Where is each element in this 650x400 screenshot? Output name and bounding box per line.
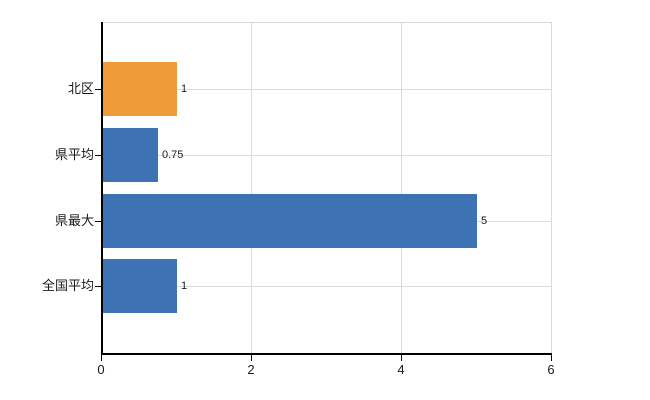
plot-top-border [101,22,552,23]
category-label: 全国平均 [41,278,94,293]
value-label: 0.75 [162,149,184,161]
gridline-vertical [401,22,402,353]
y-axis-tick [95,286,101,287]
x-tick-label: 6 [547,362,555,377]
x-tick-label: 0 [97,362,105,377]
value-label: 1 [181,280,188,292]
value-label: 5 [481,215,488,227]
category-label: 県平均 [54,147,94,162]
bar-3 [102,194,477,248]
x-tick-label: 4 [397,362,405,377]
bar-4 [102,259,177,313]
x-axis-tick [401,355,402,361]
value-label: 1 [181,83,188,95]
x-axis-line [101,353,552,355]
y-axis-tick [95,221,101,222]
x-axis-tick [551,355,552,361]
bar-2 [102,128,158,182]
y-axis-line [101,22,103,355]
y-axis-tick [95,155,101,156]
y-axis-tick [95,89,101,90]
gridline-vertical [551,22,552,353]
gridline-horizontal [102,286,551,287]
category-label: 県最大 [54,213,94,228]
category-label: 北区 [67,81,94,96]
bar-1 [102,62,177,116]
gridline-horizontal [102,155,551,156]
gridline-vertical [251,22,252,353]
x-axis-tick [101,355,102,361]
gridline-horizontal [102,89,551,90]
x-tick-label: 2 [247,362,255,377]
x-axis-tick [251,355,252,361]
